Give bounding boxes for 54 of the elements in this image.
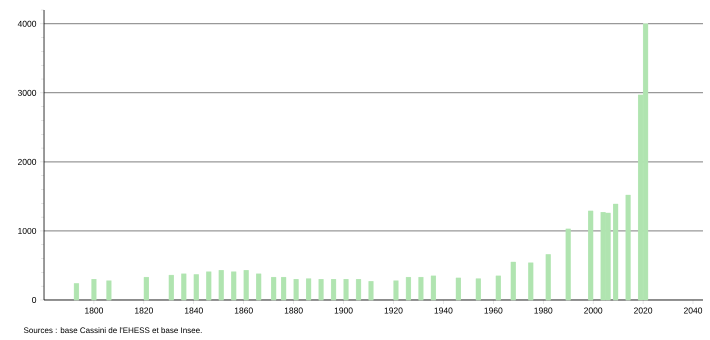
y-tick-label: 1000 — [18, 228, 36, 234]
bar — [231, 271, 236, 300]
bar — [566, 228, 571, 300]
bar — [406, 277, 412, 300]
x-tick-label: 1900 — [334, 308, 353, 314]
bar — [546, 254, 551, 300]
x-tick-label: 1820 — [135, 308, 153, 314]
bar — [496, 276, 501, 300]
bar — [306, 278, 312, 300]
bar — [343, 279, 349, 300]
bar — [294, 279, 299, 300]
x-tick-label: 1800 — [85, 308, 104, 314]
bar — [330, 279, 336, 300]
bar — [456, 278, 461, 300]
x-tick-label: 2020 — [634, 308, 652, 314]
x-tick-label: 1840 — [184, 308, 203, 314]
bar — [368, 281, 374, 300]
y-tick-label: 4000 — [18, 20, 36, 27]
bar — [194, 274, 199, 300]
bar — [588, 210, 594, 300]
x-tick-label: 2040 — [684, 308, 702, 314]
bar — [91, 279, 97, 300]
x-tick-label: 1940 — [434, 308, 453, 314]
bar — [430, 276, 436, 300]
bar — [528, 262, 534, 300]
bar — [318, 279, 324, 300]
bar — [356, 279, 362, 300]
y-tick-label: 0 — [32, 296, 36, 303]
bar — [144, 277, 149, 300]
bar — [256, 274, 262, 300]
x-tick-label: 1860 — [234, 308, 253, 314]
bar — [626, 194, 631, 300]
bar — [418, 277, 424, 300]
bar — [74, 283, 80, 300]
bar — [510, 262, 516, 300]
bar — [168, 274, 174, 300]
bar — [613, 204, 618, 300]
source-note: Sources : base Cassini de l'EHESS et base Insee. — [24, 327, 202, 334]
bar — [206, 271, 212, 300]
bar — [393, 280, 399, 300]
x-tick-label: 1920 — [384, 308, 403, 314]
bar — [218, 270, 224, 300]
bar — [181, 274, 186, 300]
bar — [476, 278, 481, 300]
y-tick-label: 3000 — [18, 90, 36, 96]
x-tick-label: 1880 — [284, 308, 303, 314]
x-tick-label: 2000 — [584, 308, 602, 314]
x-tick-label: 1960 — [484, 308, 502, 314]
y-tick-label: 2000 — [18, 158, 36, 165]
x-tick-label: 1980 — [534, 308, 552, 314]
bar — [106, 280, 112, 300]
bar — [271, 277, 276, 300]
bar — [281, 277, 286, 300]
bar — [244, 270, 249, 300]
